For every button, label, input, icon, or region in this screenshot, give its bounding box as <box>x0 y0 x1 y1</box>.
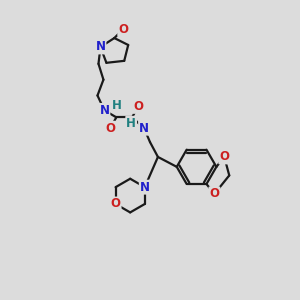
Text: O: O <box>111 197 121 211</box>
Text: N: N <box>99 104 110 117</box>
Text: O: O <box>105 122 116 135</box>
Text: O: O <box>219 150 229 164</box>
Text: H: H <box>112 99 122 112</box>
Text: O: O <box>118 22 128 36</box>
Text: H: H <box>126 117 136 130</box>
Text: N: N <box>140 181 150 194</box>
Text: N: N <box>139 122 149 135</box>
Text: N: N <box>95 40 106 53</box>
Text: O: O <box>133 100 143 113</box>
Text: O: O <box>209 188 219 200</box>
